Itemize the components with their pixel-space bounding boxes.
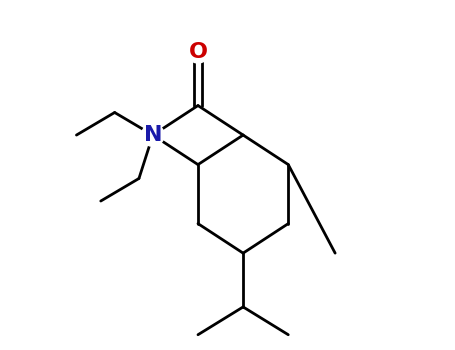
Circle shape [142,124,164,146]
Text: N: N [144,125,162,145]
Circle shape [187,41,209,63]
Text: O: O [188,42,207,62]
